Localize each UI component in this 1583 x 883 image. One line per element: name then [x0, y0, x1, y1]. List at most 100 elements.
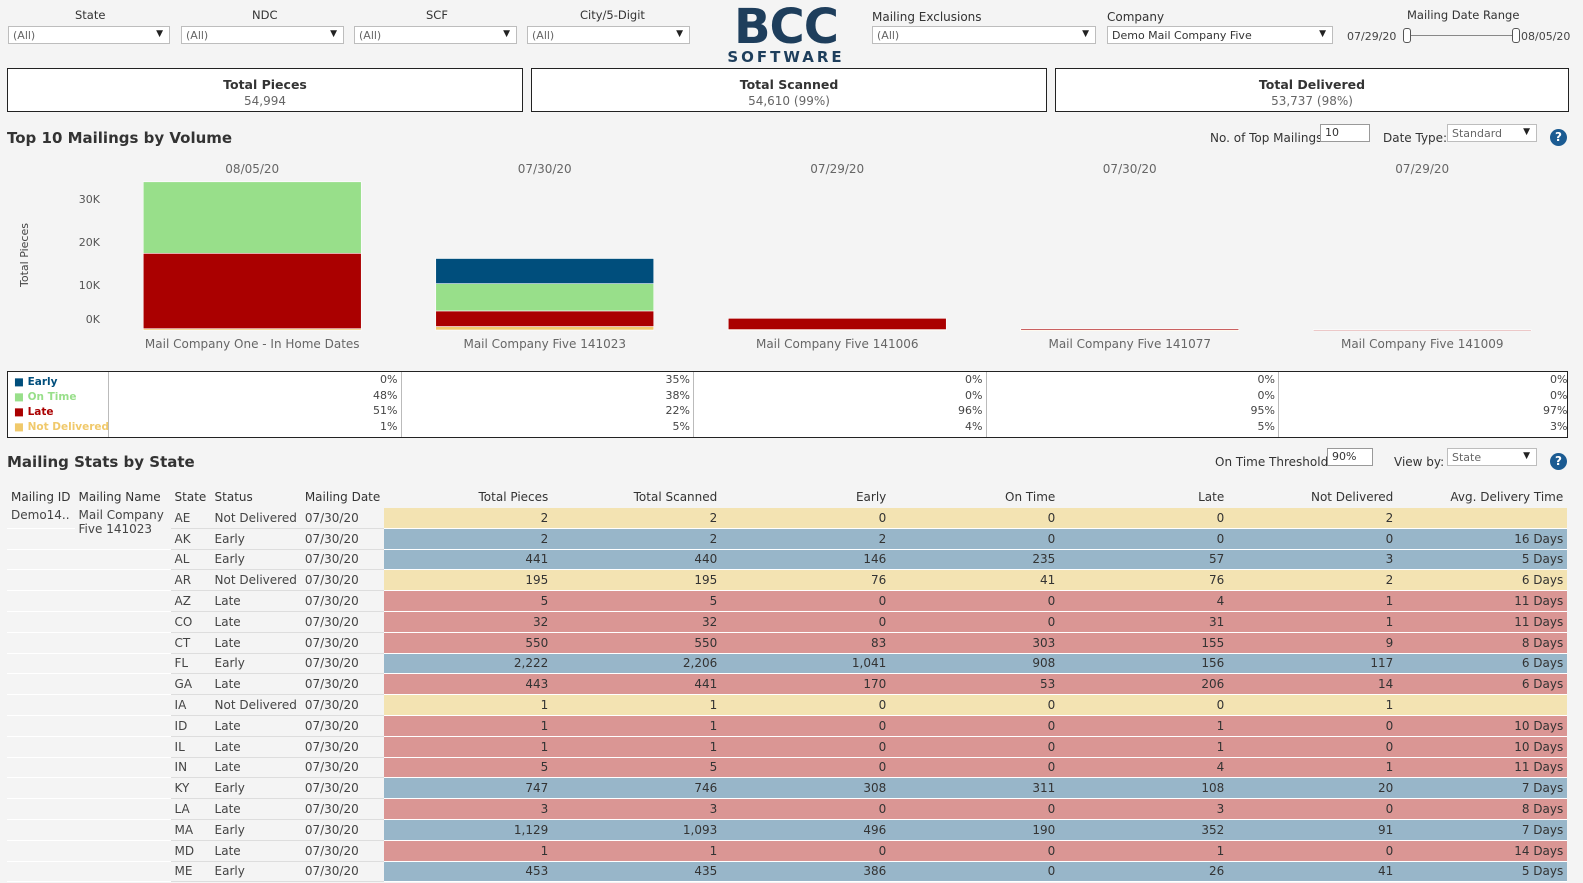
table-row[interactable]: IA Not Delivered 07/30/20 1 1 0 0 0 1	[7, 694, 1568, 716]
col-avg-delivery-time[interactable]: Avg. Delivery Time	[1450, 490, 1564, 504]
threshold-label: On Time Threshold:	[1215, 455, 1333, 469]
table-row[interactable]: AR Not Delivered 07/30/20 195 195 76 41 76 2 6 Da…	[7, 569, 1568, 592]
table-row[interactable]: MD Late 07/30/20 1 1 0 0 1 0 14 Days	[7, 840, 1568, 862]
col-mailing-id[interactable]: Mailing ID	[11, 490, 71, 504]
col-status[interactable]: Status	[214, 490, 253, 504]
percent-column: 0% 48% 51% 1%	[108, 372, 402, 437]
cell-total-scanned: 441	[552, 673, 722, 696]
percent-value: 95%	[1250, 404, 1275, 417]
cell-mailing-date: 07/30/20	[300, 632, 385, 654]
cell-total-scanned: 1	[552, 715, 722, 737]
threshold-input[interactable]: 90%	[1327, 448, 1373, 466]
dropdown-arrow-icon: ▼	[1523, 127, 1530, 137]
kpi-value: 54,610 (99%)	[748, 94, 830, 108]
table-row[interactable]: CT Late 07/30/20 550 550 83 303 155 9 8 Days	[7, 632, 1568, 654]
table-row[interactable]: ME Early 07/30/20 453 435 386 0 26 41 5 Days	[7, 861, 1568, 883]
cell-status: Late	[210, 757, 301, 779]
company-label: Company	[1107, 10, 1165, 24]
col-on-time[interactable]: On Time	[1005, 490, 1056, 504]
table-row[interactable]: IL Late 07/30/20 1 1 0 0 1 0 10 Days	[7, 736, 1568, 758]
mailing-exclusions-dropdown[interactable]: (All) ▼	[872, 26, 1096, 44]
cell-not-delivered: 41	[1228, 861, 1398, 883]
percent-value: 48%	[373, 388, 398, 402]
cell-total-scanned: 2	[552, 528, 722, 550]
state-dropdown[interactable]: (All) ▼	[8, 26, 170, 44]
cell-avg-delivery-time: 6 Days	[1397, 673, 1568, 696]
view-by-dropdown[interactable]: State ▼	[1447, 448, 1537, 466]
table-row[interactable]: IN Late 07/30/20 5 5 0 0 4 1 11 Days	[7, 757, 1568, 779]
cell-mailing-date: 07/30/20	[300, 528, 385, 550]
dropdown-value: (All)	[186, 29, 209, 42]
cell-not-delivered: 2	[1228, 508, 1398, 529]
table-row[interactable]: Demo14.. Mail Company Five 141023 AE Not De…	[7, 508, 1568, 550]
dropdown-value: Demo Mail Company Five	[1112, 29, 1252, 42]
cell-on-time: 53	[890, 673, 1060, 696]
cell-on-time: 41	[890, 569, 1060, 592]
bar-late	[435, 310, 655, 327]
cell-avg-delivery-time: 11 Days	[1397, 590, 1568, 612]
cell-total-scanned: 550	[552, 632, 722, 654]
table-row[interactable]: AL Early 07/30/20 441 440 146 235 57 3 5 Days	[7, 549, 1568, 571]
ndc-dropdown[interactable]: (All) ▼	[181, 26, 344, 44]
help-icon[interactable]: ?	[1550, 453, 1567, 470]
date-range-end-handle[interactable]	[1512, 28, 1520, 43]
col-state[interactable]: State	[174, 490, 207, 504]
cell-mailing-id	[7, 611, 75, 633]
col-total-pieces[interactable]: Total Pieces	[478, 490, 549, 504]
table-row[interactable]: CO Late 07/30/20 32 32 0 0 31 1 11 Days	[7, 611, 1568, 633]
table-row[interactable]: MA Early 07/30/20 1,129 1,093 496 190 352 91 7 Da…	[7, 819, 1568, 841]
top-mailings-label: No. of Top Mailings:	[1210, 131, 1327, 145]
cell-mailing-name	[74, 694, 171, 716]
cell-mailing-date: 07/30/20	[300, 569, 385, 592]
col-late[interactable]: Late	[1198, 490, 1225, 504]
table-row[interactable]: ID Late 07/30/20 1 1 0 0 1 0 10 Days	[7, 715, 1568, 737]
col-mailing-date[interactable]: Mailing Date	[304, 490, 381, 504]
cell-early: 0	[721, 736, 891, 758]
kpi-total-delivered: Total Delivered 53,737 (98%)	[1055, 68, 1569, 112]
table-row[interactable]: FL Early 07/30/20 2,222 2,206 1,041 908 156 117 6…	[7, 653, 1568, 675]
company-dropdown[interactable]: Demo Mail Company Five ▼	[1107, 26, 1333, 44]
percent-value: 3%	[1550, 419, 1568, 433]
col-mailing-name[interactable]: Mailing Name	[78, 490, 161, 504]
cell-late: 4	[1059, 590, 1229, 612]
cell-state: GA	[170, 673, 211, 696]
cell-status: Early	[210, 777, 301, 800]
col-total-scanned[interactable]: Total Scanned	[633, 490, 718, 504]
date-type-dropdown[interactable]: Standard ▼	[1447, 124, 1537, 142]
table-row[interactable]: GA Late 07/30/20 443 441 170 53 206 14 6 Days	[7, 673, 1568, 696]
cell-mailing-name	[74, 673, 171, 696]
panel-mailing-label: Mail Company Five 141023	[463, 337, 626, 351]
cell-state: KY	[170, 777, 211, 800]
bar-early	[435, 258, 655, 284]
table-row[interactable]: KY Early 07/30/20 747 746 308 311 108 20 7 Days	[7, 777, 1568, 800]
table-row[interactable]: AZ Late 07/30/20 5 5 0 0 4 1 11 Days	[7, 590, 1568, 612]
legend-late: ■ Late	[14, 406, 54, 418]
cell-on-time: 0	[890, 694, 1060, 716]
cell-avg-delivery-time: 14 Days	[1397, 840, 1568, 862]
y-axis-label: Total Pieces	[18, 223, 31, 288]
cell-total-pieces: 453	[384, 861, 553, 883]
legend-label: Late	[27, 406, 54, 418]
help-icon[interactable]: ?	[1550, 129, 1567, 146]
top-mailings-input[interactable]: 10	[1320, 124, 1370, 142]
cell-avg-delivery-time: 8 Days	[1397, 632, 1568, 654]
cell-total-pieces: 443	[384, 673, 553, 696]
date-range-start-handle[interactable]	[1403, 28, 1411, 43]
date-type-label: Date Type:	[1383, 131, 1448, 145]
col-not-delivered[interactable]: Not Delivered	[1310, 490, 1394, 504]
cell-on-time: 0	[890, 590, 1060, 612]
date-range-track[interactable]	[1408, 35, 1516, 36]
cell-early: 0	[721, 590, 891, 612]
bar-late	[1020, 328, 1240, 331]
col-early[interactable]: Early	[855, 490, 887, 504]
cell-status: Early	[210, 549, 301, 571]
date-range-start: 07/29/20	[1347, 30, 1397, 43]
cell-on-time: 908	[890, 653, 1060, 675]
table-row[interactable]: AK Early 07/30/20 2 2 2 0 0 0 16 Days	[7, 528, 1568, 550]
city-dropdown[interactable]: (All) ▼	[527, 26, 690, 44]
table-row[interactable]: LA Late 07/30/20 3 3 0 0 3 0 8 Days	[7, 798, 1568, 820]
mailing-exclusions-label: Mailing Exclusions	[872, 10, 982, 24]
cell-late: 1	[1059, 736, 1229, 758]
cell-state: AE	[170, 508, 211, 529]
scf-dropdown[interactable]: (All) ▼	[354, 26, 517, 44]
